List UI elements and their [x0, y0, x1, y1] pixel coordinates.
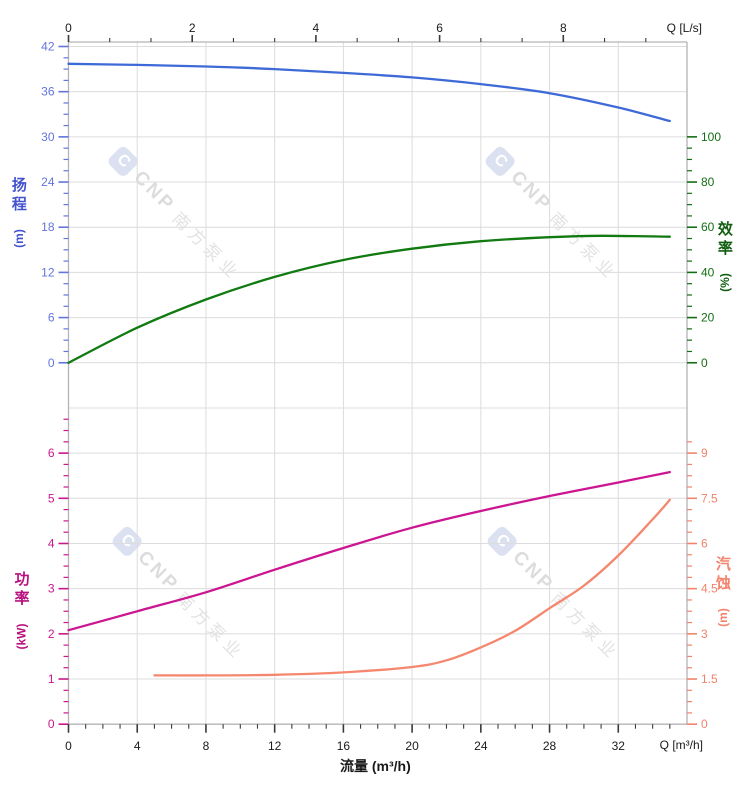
tick-label: 12 [268, 739, 282, 753]
tick-label: 6 [436, 21, 443, 35]
tick-label: 4.5 [701, 582, 718, 596]
tick-label: 20 [405, 739, 419, 753]
tick-label: 60 [701, 220, 715, 234]
head-axis-title-char: 程 [11, 196, 27, 213]
tick-label: 2 [48, 627, 55, 641]
tick-label: 0 [65, 21, 72, 35]
tick-label: 24 [474, 739, 488, 753]
tick-label: 6 [48, 446, 55, 460]
head-axis-unit: (m) [11, 228, 26, 248]
npsh-axis-unit: (m) [715, 607, 730, 627]
tick-label: 36 [41, 85, 55, 99]
tick-label: 16 [337, 739, 351, 753]
tick-label: 0 [48, 717, 55, 731]
tick-label: 1 [48, 672, 55, 686]
tick-label: 12 [41, 265, 55, 279]
tick-label: 0 [65, 739, 72, 753]
tick-label: 0 [701, 356, 708, 370]
head-axis-title-char: 扬 [11, 177, 27, 194]
tick-label: 1.5 [701, 672, 718, 686]
top-flow-unit-label: Q [L/s] [666, 21, 702, 35]
tick-label: 40 [701, 265, 715, 279]
power-axis-title-char: 功 [14, 571, 30, 588]
power-axis-title-char: 率 [14, 590, 30, 607]
tick-label: 28 [543, 739, 557, 753]
npsh-curve [153, 498, 671, 677]
efficiency-axis-title-char: 率 [717, 240, 733, 257]
head-axis-title: 扬 程 (m) [10, 176, 29, 256]
tick-label: 30 [41, 130, 55, 144]
tick-label: 80 [701, 175, 715, 189]
tick-label: 5 [48, 491, 55, 505]
tick-label: 6 [48, 311, 55, 325]
tick-label: 24 [41, 175, 55, 189]
tick-label: 32 [612, 739, 626, 753]
tick-label: 3 [48, 582, 55, 596]
tick-label: 9 [701, 446, 708, 460]
tick-label: 2 [189, 21, 196, 35]
tick-label: 8 [560, 21, 567, 35]
tick-label: 100 [701, 130, 721, 144]
tick-label: 42 [41, 40, 55, 54]
efficiency-axis-unit: (%) [717, 272, 732, 292]
efficiency-axis-title-char: 效 [717, 221, 733, 238]
npsh-axis-title-char: 蚀 [715, 575, 731, 592]
tick-label: 6 [701, 536, 708, 550]
power-axis-title: 功 率 (kW) [9, 570, 35, 658]
tick-label: 4 [48, 536, 55, 550]
tick-label: 18 [41, 220, 55, 234]
npsh-axis-title-char: 汽 [715, 556, 731, 573]
power-axis-unit: (kW) [14, 623, 29, 649]
tick-label: 7.5 [701, 491, 718, 505]
power-curve [67, 470, 671, 632]
tick-label: 0 [48, 356, 55, 370]
tick-label: 20 [701, 311, 715, 325]
efficiency-curve [67, 234, 671, 364]
tick-label: 0 [701, 717, 708, 731]
tick-label: 4 [134, 739, 141, 753]
npsh-axis-title: 汽 蚀 (m) [714, 555, 733, 635]
flow-axis-title: 流量 (m³/h) [340, 758, 411, 774]
head-curve [67, 62, 671, 123]
tick-label: 3 [701, 627, 708, 641]
tick-label: 4 [313, 21, 320, 35]
efficiency-axis-title: 效 率 (%) [716, 220, 735, 300]
tick-label: 8 [203, 739, 210, 753]
bottom-flow-unit-label: Q [m³/h] [659, 738, 703, 752]
